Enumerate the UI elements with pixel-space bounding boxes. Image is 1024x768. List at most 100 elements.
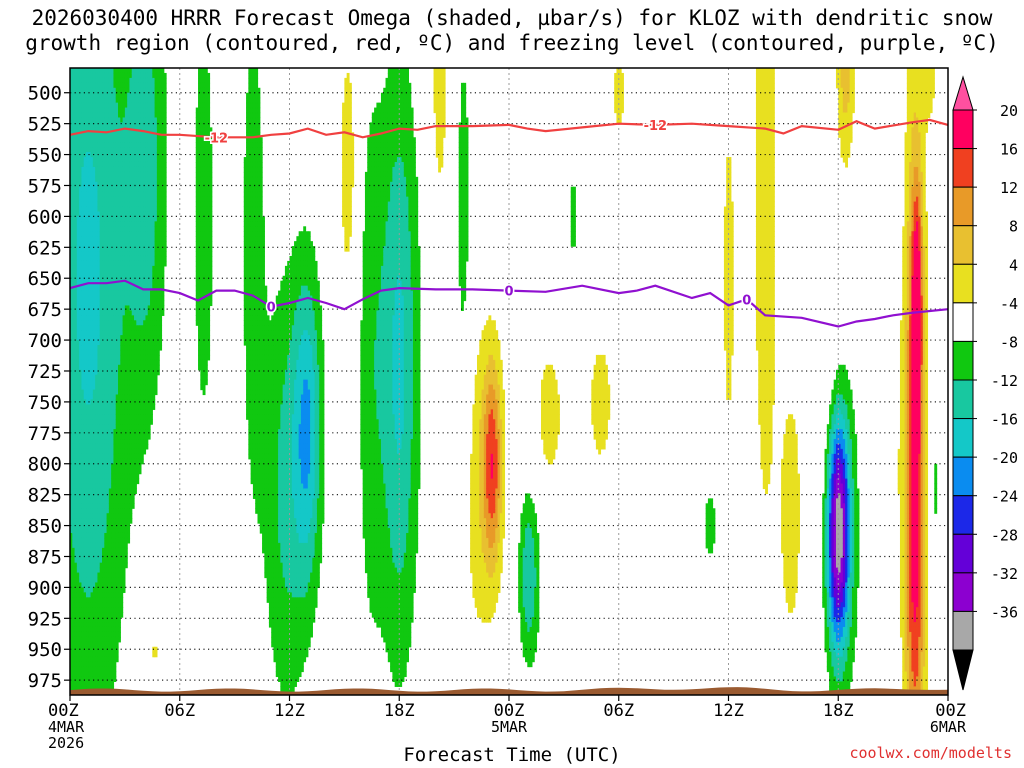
omega-cell — [90, 537, 94, 544]
omega-cell — [152, 320, 156, 326]
omega-cell — [118, 280, 121, 287]
omega-cell — [136, 176, 140, 183]
omega-cell — [108, 493, 112, 499]
omega-cell — [152, 137, 156, 143]
omega-cell — [70, 562, 73, 569]
omega-cell — [83, 567, 87, 574]
omega-cell — [127, 72, 131, 79]
omega-cell — [88, 196, 92, 203]
omega-cell — [70, 458, 73, 465]
omega-cell — [99, 434, 103, 440]
omega-cell — [136, 384, 140, 391]
omega-cell — [124, 236, 128, 242]
omega-cell — [104, 132, 108, 138]
omega-cell — [136, 349, 140, 356]
omega-cell — [88, 260, 92, 267]
omega-cell — [161, 310, 165, 316]
omega-cell — [131, 270, 135, 277]
omega-cell — [88, 285, 92, 292]
omega-cell — [122, 112, 126, 119]
omega-cell — [106, 468, 110, 475]
omega-cell — [156, 335, 160, 341]
omega-cell — [134, 330, 137, 336]
omega-cell — [243, 241, 247, 247]
omega-cell — [124, 364, 128, 371]
omega-cell — [145, 166, 149, 173]
omega-cell — [138, 379, 142, 386]
omega-cell — [72, 364, 76, 371]
omega-cell — [161, 216, 165, 222]
omega-cell — [88, 434, 92, 440]
omega-cell — [99, 483, 103, 490]
omega-cell — [74, 147, 78, 153]
omega-cell — [99, 97, 103, 104]
omega-cell — [152, 102, 156, 109]
omega-cell — [81, 265, 85, 272]
omega-cell — [207, 87, 211, 94]
omega-cell — [106, 414, 110, 420]
omega-cell — [111, 567, 115, 574]
omega-cell — [81, 513, 85, 519]
omega-cell — [79, 142, 83, 148]
omega-cell — [143, 132, 147, 138]
omega-cell — [152, 87, 156, 94]
omega-cell — [140, 434, 144, 440]
omega-cell — [202, 102, 206, 109]
omega-cell — [99, 557, 103, 564]
omega-cell — [246, 265, 249, 272]
omega-cell — [104, 112, 108, 119]
omega-cell — [131, 394, 135, 401]
omega-cell — [195, 290, 199, 297]
omega-cell — [74, 488, 78, 495]
omega-cell — [154, 300, 158, 307]
omega-cell — [118, 631, 121, 638]
omega-cell — [86, 196, 89, 203]
omega-cell — [124, 537, 128, 544]
omega-cell — [72, 429, 76, 435]
omega-cell — [122, 325, 126, 331]
omega-cell — [90, 493, 94, 499]
omega-cell — [131, 161, 135, 168]
omega-cell — [195, 196, 199, 203]
omega-cell — [83, 206, 87, 213]
omega-cell — [138, 364, 142, 371]
omega-cell — [95, 107, 99, 114]
omega-cell — [246, 305, 249, 311]
omega-cell — [83, 448, 87, 455]
omega-cell — [102, 646, 105, 653]
omega-cell — [131, 251, 135, 257]
omega-cell — [124, 325, 128, 331]
omega-cell — [83, 236, 87, 242]
omega-cell — [72, 404, 76, 410]
omega-cell — [83, 587, 87, 593]
omega-cell — [150, 102, 153, 109]
omega-cell — [97, 597, 101, 603]
omega-cell — [102, 221, 105, 227]
omega-cell — [86, 671, 89, 678]
omega-cell — [90, 631, 94, 638]
omega-cell — [99, 443, 103, 450]
omega-cell — [95, 443, 99, 450]
omega-cell — [90, 607, 94, 613]
omega-cell — [97, 176, 101, 183]
omega-cell — [104, 493, 108, 499]
omega-cell — [202, 315, 206, 321]
omega-cell — [72, 394, 76, 401]
omega-cell — [79, 152, 83, 158]
omega-cell — [104, 107, 108, 114]
omega-cell — [127, 137, 131, 143]
omega-cell — [131, 221, 135, 227]
omega-cell — [143, 379, 147, 386]
omega-cell — [134, 379, 137, 386]
omega-cell — [81, 285, 85, 292]
omega-cell — [106, 622, 110, 628]
omega-cell — [115, 359, 119, 366]
omega-cell — [246, 211, 249, 218]
omega-cell — [145, 117, 149, 124]
omega-cell — [250, 404, 254, 410]
omega-cell — [204, 68, 208, 74]
omega-cell — [92, 226, 96, 232]
omega-cell — [122, 419, 126, 425]
omega-cell — [86, 542, 89, 549]
omega-cell — [111, 290, 115, 297]
